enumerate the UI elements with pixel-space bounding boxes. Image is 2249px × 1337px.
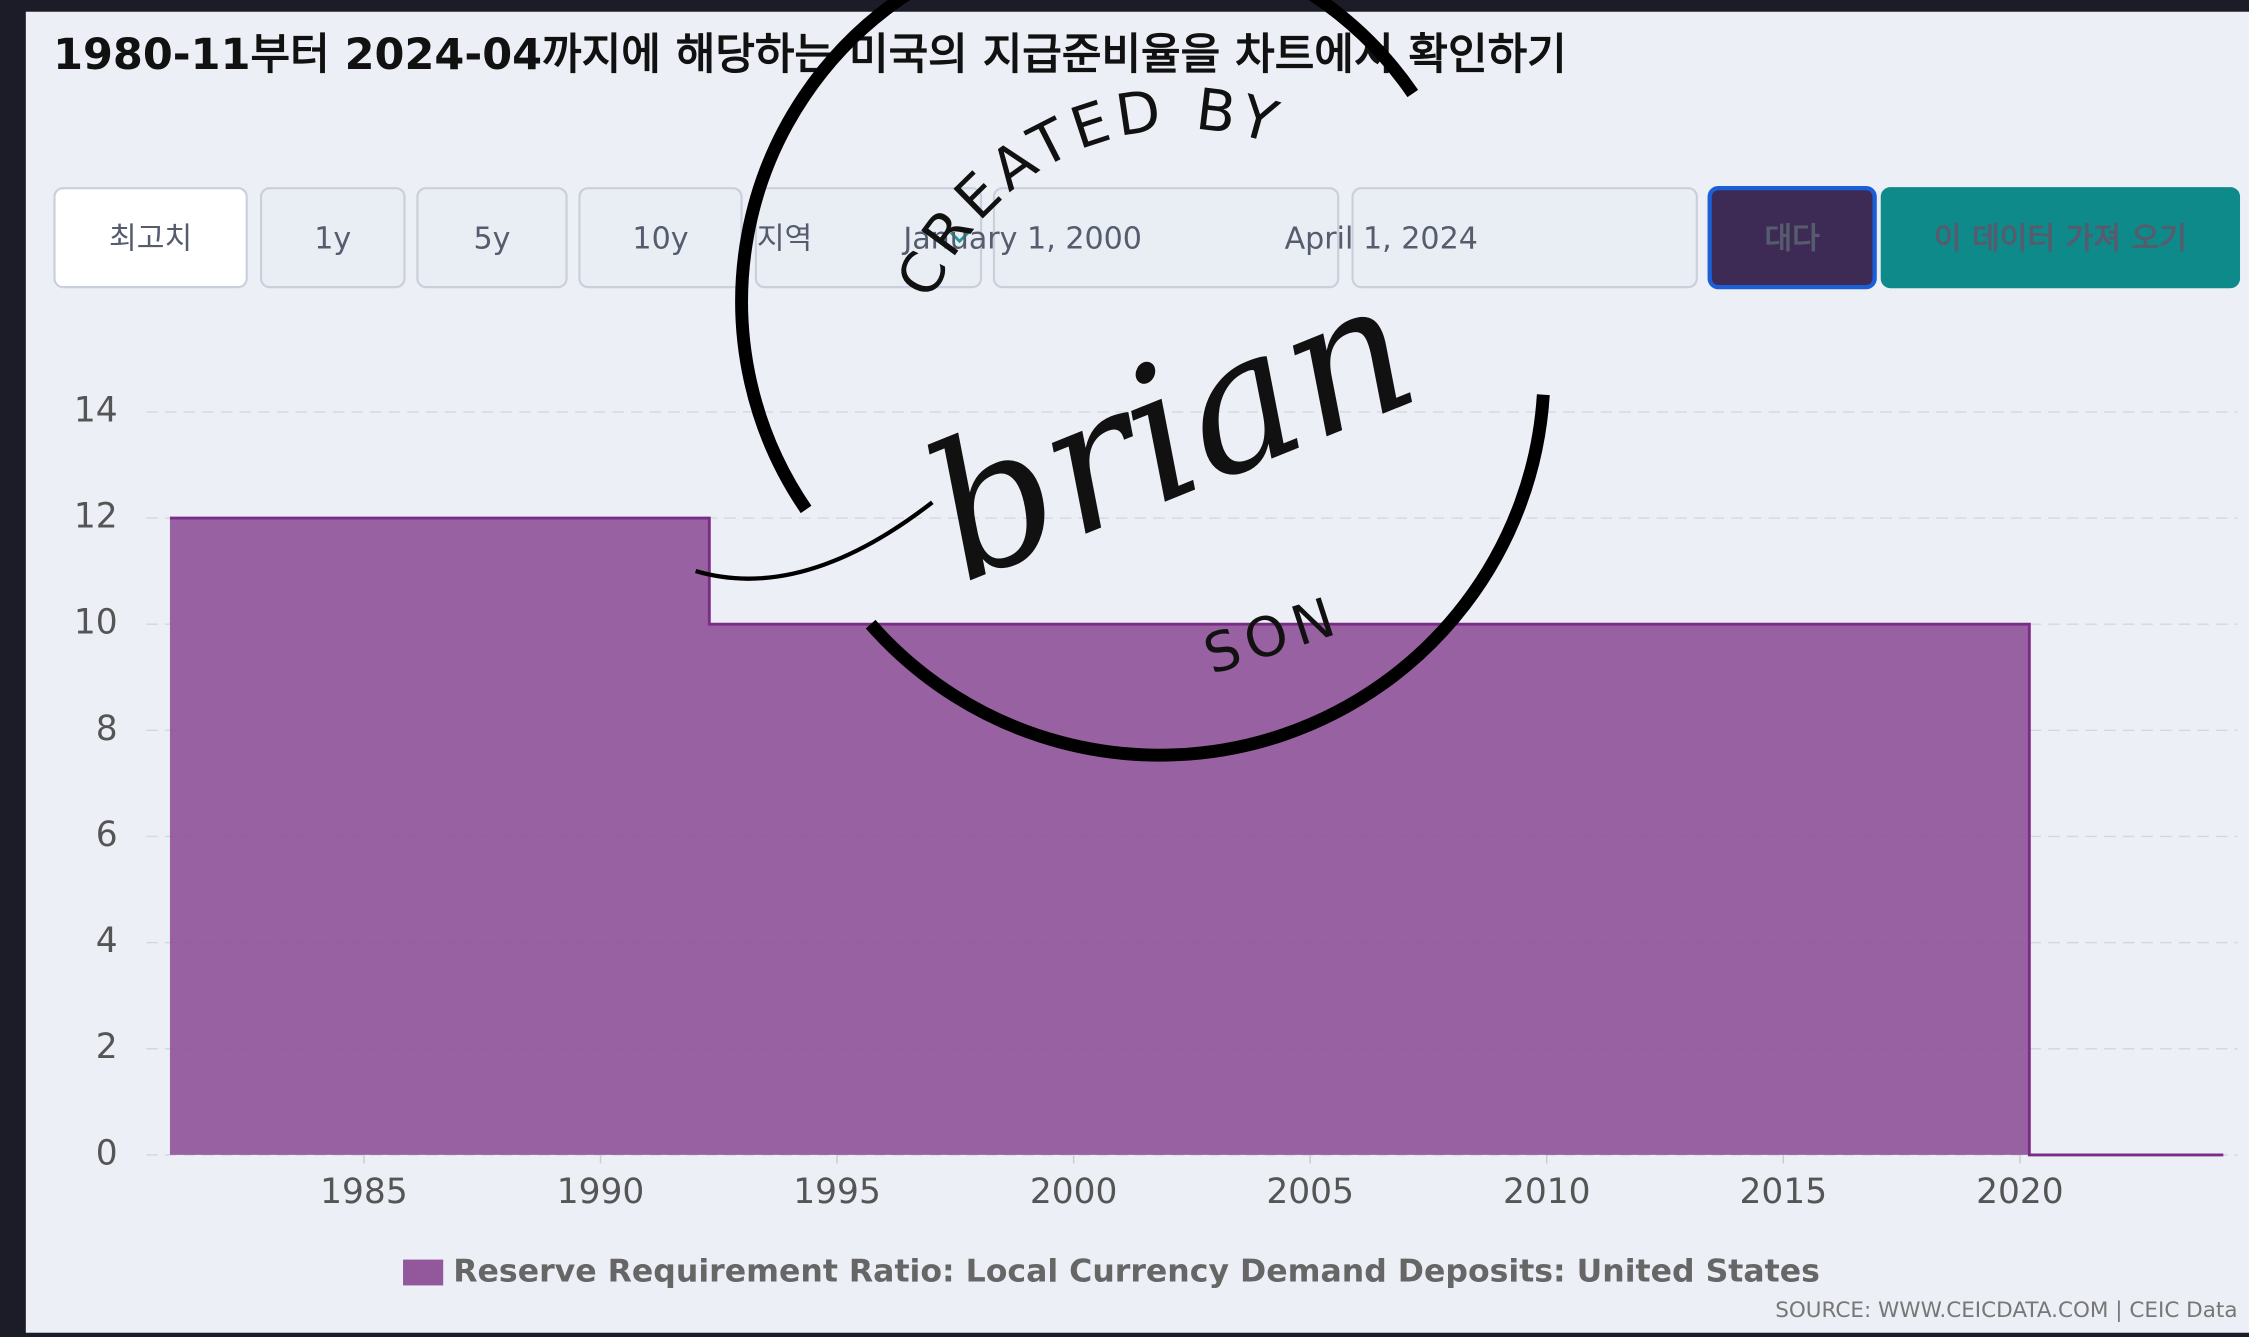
watermark-ring [865,394,1550,762]
x-tick-label: 1985 [320,1172,408,1212]
x-tick-label: 2010 [1503,1172,1591,1212]
x-tick-label: 2015 [1740,1172,1828,1212]
button[interactable] [754,187,983,289]
dropdown-chevron [949,231,970,244]
watermark-ring [735,0,1419,514]
x-tick-label: 2005 [1266,1172,1354,1212]
y-tick-label: 4 [96,921,118,961]
button-label[interactable]: 5y [473,221,510,256]
x-tick-label: 2000 [1030,1172,1118,1212]
button[interactable] [1880,187,2241,289]
x-tick-label: 1990 [557,1172,645,1212]
area [169,518,2224,1155]
y-tick-label: 14 [74,390,118,430]
button-label[interactable]: 이 데이터 가져 오기 [1934,221,2187,256]
legend-label: Reserve Requirement Ratio: Local Currenc… [453,1253,1820,1289]
source: SOURCE: WWW.CEICDATA.COM | CEIC Data [1775,1298,2237,1323]
button-label[interactable]: January 1, 2000 [901,221,1142,256]
x-tick-label: 2020 [1976,1172,2064,1212]
button[interactable] [259,187,406,289]
y-tick-label: 0 [96,1133,118,1173]
y-tick-label: 10 [74,603,118,643]
button[interactable] [1351,187,1698,289]
button-label[interactable]: 1y [314,221,351,256]
button-label[interactable]: 지역 [757,221,812,256]
x-tick-label: 1995 [793,1172,881,1212]
line [169,516,2224,1157]
button[interactable] [416,187,568,289]
y-tick-label: 8 [96,709,118,749]
button[interactable] [1707,186,1877,290]
y-tick-label: 12 [74,497,118,537]
title: 1980-11부터 2024-04까지에 해당하는 미국의 지급준비율을 차트에… [53,30,1567,80]
button-label[interactable]: April 1, 2024 [1285,221,1478,256]
y-tick-label: 2 [96,1027,118,1067]
legend-swatch [403,1259,444,1286]
watermark-swash [695,500,934,581]
controls: 최고치 1y 5y 10y 지역 January 1, 2000 April 1, 2024… [53,186,2241,290]
y-tick-label: 6 [96,815,118,855]
plot: 0 2 4 6 8 10 12 14 1985 1990 1995 2000 2005 2010 2015 2… [74,390,2238,1289]
button[interactable] [53,187,248,289]
button-label[interactable]: 10y [632,221,688,256]
button[interactable] [992,187,1340,289]
button-label[interactable]: 최고치 [109,221,192,256]
button-label[interactable]: 대다 [1764,221,1820,256]
